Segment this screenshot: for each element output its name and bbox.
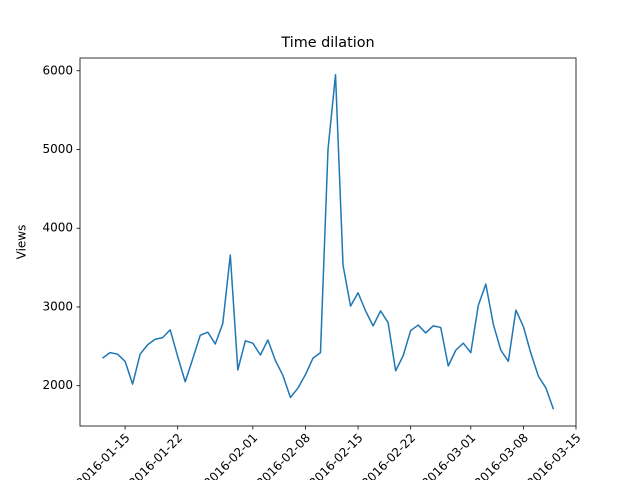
y-tick-label: 6000 (42, 63, 73, 77)
y-axis-label: Views (15, 225, 29, 260)
y-tick-label: 3000 (42, 299, 73, 313)
chart-title: Time dilation (280, 35, 374, 51)
y-tick-label: 2000 (42, 378, 73, 392)
y-tick-label: 5000 (42, 142, 73, 156)
y-tick-label: 4000 (42, 221, 73, 235)
plot-frame (79, 57, 577, 427)
line-series (102, 73, 555, 410)
